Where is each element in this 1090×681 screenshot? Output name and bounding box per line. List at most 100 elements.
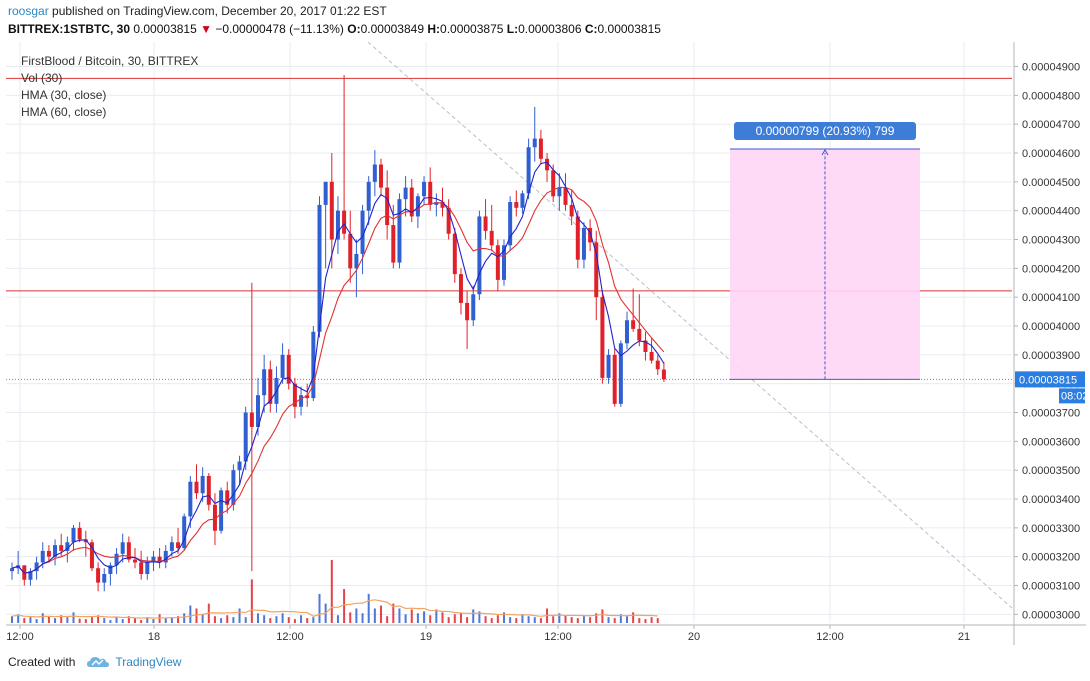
volume-bar (60, 615, 63, 623)
candle-body (366, 181, 371, 211)
candle-body (28, 571, 33, 580)
candle-body (83, 539, 88, 543)
candle-body (59, 545, 64, 551)
candle-body (262, 369, 267, 396)
volume-bar (164, 618, 167, 623)
candle-body (532, 138, 537, 148)
candle-body (212, 504, 217, 531)
time-axis-label: 21 (958, 631, 970, 643)
price-axis-label: 0.00003100 (1022, 581, 1080, 593)
candle-body (120, 542, 125, 554)
volume-bar (306, 618, 309, 623)
trend-line (367, 41, 1013, 609)
candle-body (157, 556, 162, 563)
chart-panel[interactable]: 0.00000799 (20.93%) 799 0.00004900 0.00004… (6, 41, 1089, 645)
volume-bar (380, 605, 382, 623)
volume-bar (484, 616, 487, 623)
candle-body (96, 568, 101, 583)
candle-body (268, 369, 273, 404)
price-axis-label: 0.00004800 (1022, 90, 1080, 102)
candle-body (311, 331, 316, 399)
candle-body (188, 481, 193, 517)
volume-bar (632, 612, 635, 623)
time-axis-label: 18 (148, 631, 160, 643)
volume-bar (232, 617, 235, 623)
candle-body (286, 354, 291, 384)
candle-body (606, 354, 611, 378)
volume-bar (539, 618, 542, 623)
volume-bar (220, 618, 223, 623)
candle-body (102, 573, 107, 583)
legend-vol[interactable]: Vol (30) (21, 71, 63, 85)
price-axis-label: 0.00003400 (1022, 494, 1080, 506)
candle-body (551, 170, 556, 197)
candle-body (65, 542, 70, 551)
price-axis-label: 0.00004500 (1022, 177, 1080, 189)
footer: Created with TradingView (8, 655, 181, 669)
volume-bar (287, 617, 290, 623)
candle-body (46, 550, 51, 557)
volume-bar (97, 615, 100, 623)
candle-body (108, 565, 113, 574)
volume-bar (11, 616, 13, 623)
volume-bar (466, 617, 469, 623)
time-axis-label: 12:00 (544, 631, 572, 643)
volume-bar (115, 617, 118, 623)
candle-body (446, 207, 451, 234)
candle-body (182, 516, 187, 549)
volume-bar (447, 617, 450, 623)
candle-body (471, 294, 476, 321)
volume-bar (367, 593, 370, 623)
low-value: 0.00003806 (518, 22, 582, 36)
price-axis-label: 0.00003700 (1022, 408, 1080, 420)
volume-bar (35, 619, 38, 623)
volume-bar (533, 617, 536, 623)
author-link[interactable]: roosgar (8, 4, 49, 18)
candle-body (557, 187, 562, 197)
candle-body (569, 204, 574, 217)
candle-body (612, 354, 617, 404)
candle-body (206, 475, 211, 505)
close-value: 0.00003815 (597, 22, 661, 36)
candle-body (237, 461, 242, 471)
legend-hma30[interactable]: HMA (30, close) (21, 88, 107, 102)
low-label: L: (506, 22, 519, 36)
volume-bar (293, 619, 296, 623)
open-label: O: (347, 22, 361, 36)
volume-bar (195, 608, 198, 623)
volume-bar (472, 609, 475, 623)
candle-body (329, 181, 334, 240)
candle-body (176, 542, 181, 549)
candle-body (305, 395, 310, 399)
price-chart[interactable]: 0.00000799 (20.93%) 799 0.00004900 0.00004… (6, 41, 1089, 645)
volume-bar (84, 619, 87, 623)
created-with-label: Created with (8, 655, 76, 669)
volume-bar (423, 611, 426, 623)
countdown-label: 08:02 (1061, 390, 1086, 402)
price-axis-label: 0.00004400 (1022, 206, 1080, 218)
candle-body (495, 245, 500, 280)
volume-bar (47, 616, 50, 623)
candle-body (114, 553, 119, 566)
last-price: 0.00003815 (133, 22, 197, 36)
tradingview-link[interactable]: TradingView (115, 655, 182, 669)
volume-bar (41, 613, 44, 623)
candle-body (637, 328, 642, 341)
volume-bar (429, 615, 432, 623)
volume-bar (638, 618, 641, 623)
candle-body (169, 542, 174, 551)
volume-bar (404, 614, 407, 623)
candle-body (385, 187, 390, 226)
time-axis-label: 12:00 (6, 631, 34, 643)
candle-body (77, 527, 82, 540)
volume-bar (281, 613, 284, 623)
volume-bar (478, 611, 481, 623)
volume-bar (152, 619, 155, 623)
candle-body (342, 210, 347, 234)
candle-body (225, 490, 230, 505)
candle-body (538, 138, 543, 159)
candle-body (163, 550, 168, 563)
volume-bar (90, 617, 93, 623)
price-axis-label: 0.00004700 (1022, 119, 1080, 131)
legend-hma60[interactable]: HMA (60, close) (21, 105, 107, 119)
